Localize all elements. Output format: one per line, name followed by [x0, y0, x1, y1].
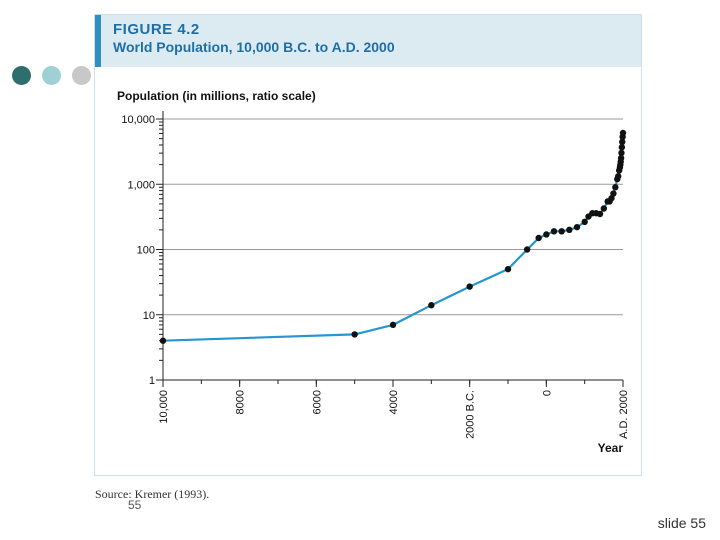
y-tick-label: 10	[143, 310, 155, 322]
data-point	[543, 231, 550, 238]
data-point	[558, 228, 565, 235]
decorative-dot-dark	[12, 66, 31, 85]
data-point	[159, 337, 167, 344]
x-tick-label: 4000	[388, 390, 400, 414]
y-axis-label: Population (in millions, ratio scale)	[117, 89, 316, 103]
data-point	[573, 223, 581, 231]
data-point	[617, 154, 625, 162]
page-number: 55	[128, 498, 142, 512]
data-point	[615, 173, 622, 180]
slide-label: slide 55	[657, 515, 706, 531]
figure-frame: FIGURE 4.2 World Population, 10,000 B.C.…	[94, 14, 642, 476]
data-point	[428, 302, 435, 309]
series-line	[162, 132, 625, 342]
x-tick-label: 8000	[235, 390, 247, 414]
x-tick-label: 10,000	[158, 390, 170, 424]
y-tick-label: 1	[149, 375, 155, 387]
y-tick-label: 1,000	[127, 179, 155, 191]
population-chart: Population (in millions, ratio scale)110…	[117, 89, 630, 455]
x-tick-label: 6000	[311, 390, 323, 414]
data-point	[466, 283, 473, 290]
data-point	[389, 321, 397, 329]
x-axis-label: Year	[598, 441, 624, 455]
data-point	[619, 138, 626, 146]
x-tick-label: 2000 B.C.	[465, 390, 477, 439]
figure-title-band	[95, 15, 641, 67]
data-point	[504, 265, 512, 273]
x-tick-label: 0	[541, 390, 553, 396]
data-point	[550, 228, 558, 235]
data-point	[600, 205, 608, 212]
y-tick-label: 100	[137, 245, 155, 257]
data-point	[612, 184, 619, 191]
data-point	[581, 218, 588, 226]
decorative-dot-gray	[72, 66, 91, 85]
y-tick-label: 10,000	[121, 114, 155, 126]
data-point	[619, 129, 627, 137]
data-point	[618, 149, 625, 157]
figure-label: FIGURE 4.2	[113, 21, 200, 38]
data-point	[535, 234, 542, 242]
data-point	[523, 246, 531, 253]
data-point	[566, 226, 573, 234]
data-point	[351, 331, 358, 338]
source-note: Source: Kremer (1993).	[95, 487, 210, 501]
data-point	[610, 190, 617, 197]
decorative-dot-light	[42, 66, 61, 85]
data-point	[618, 144, 626, 151]
data-point	[596, 210, 604, 218]
figure-title: World Population, 10,000 B.C. to A.D. 20…	[113, 39, 395, 55]
x-tick-label: A.D. 2000	[618, 390, 630, 439]
